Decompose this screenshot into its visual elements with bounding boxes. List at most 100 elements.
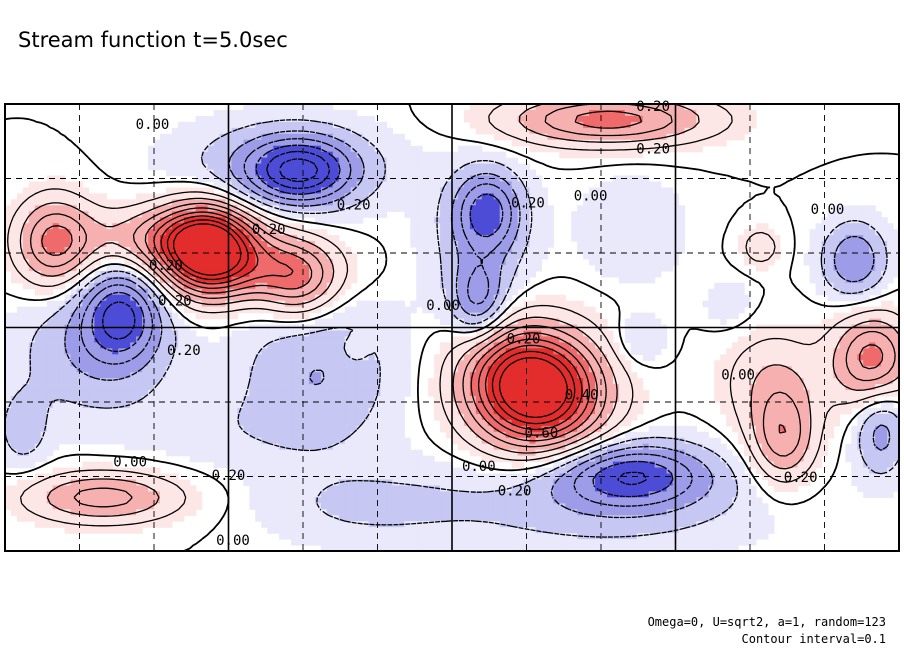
field-cell bbox=[642, 330, 650, 338]
field-cell bbox=[857, 342, 864, 349]
field-cell bbox=[183, 366, 191, 373]
field-cell bbox=[875, 378, 882, 385]
field-cell bbox=[529, 253, 537, 260]
field-cell bbox=[875, 235, 882, 242]
field-cell bbox=[332, 163, 340, 171]
field-cell bbox=[845, 372, 852, 379]
field-cell bbox=[189, 223, 197, 230]
field-cell bbox=[40, 318, 48, 326]
field-cell bbox=[297, 169, 304, 177]
field-cell bbox=[82, 312, 90, 320]
field-cell bbox=[291, 312, 298, 320]
field-cell bbox=[70, 372, 78, 379]
field-cell bbox=[845, 342, 852, 349]
field-cell bbox=[457, 157, 465, 165]
field-cell bbox=[100, 253, 107, 260]
field-cell bbox=[648, 104, 656, 111]
field-cell bbox=[231, 288, 239, 296]
field-cell bbox=[136, 300, 143, 308]
field-cell bbox=[201, 247, 209, 254]
field-cell bbox=[261, 109, 268, 117]
field-cell bbox=[195, 163, 203, 171]
field-cell bbox=[767, 336, 775, 343]
field-cell bbox=[678, 241, 686, 248]
field-cell bbox=[583, 342, 590, 349]
field-cell bbox=[583, 151, 590, 159]
field-cell bbox=[821, 253, 829, 260]
field-cell bbox=[481, 241, 489, 248]
field-cell bbox=[738, 241, 745, 248]
field-cell bbox=[338, 264, 346, 272]
field-cell bbox=[195, 294, 203, 302]
field-cell bbox=[529, 390, 537, 397]
field-cell bbox=[213, 151, 221, 159]
field-cell bbox=[10, 336, 18, 343]
field-cell bbox=[857, 318, 864, 326]
field-cell bbox=[76, 306, 84, 314]
field-cell bbox=[398, 193, 405, 200]
field-cell bbox=[136, 229, 143, 236]
field-cell bbox=[255, 348, 262, 355]
field-cell bbox=[517, 175, 525, 183]
field-cell bbox=[356, 366, 364, 373]
field-cell bbox=[279, 372, 286, 379]
field-cell bbox=[243, 205, 250, 212]
field-cell bbox=[76, 360, 84, 367]
field-cell bbox=[243, 151, 250, 159]
field-cell bbox=[34, 396, 42, 403]
field-cell bbox=[94, 372, 101, 379]
field-cell bbox=[636, 318, 644, 326]
field-cell bbox=[261, 241, 268, 248]
field-cell bbox=[606, 360, 614, 367]
field-cell bbox=[595, 199, 602, 206]
field-cell bbox=[416, 223, 423, 230]
field-cell bbox=[291, 264, 298, 272]
field-cell bbox=[559, 115, 566, 123]
field-cell bbox=[356, 169, 364, 177]
field-cell bbox=[505, 109, 513, 117]
field-cell bbox=[189, 193, 197, 200]
field-cell bbox=[666, 235, 674, 242]
field-cell bbox=[380, 336, 388, 343]
field-cell bbox=[380, 199, 388, 206]
field-cell bbox=[332, 318, 340, 326]
field-cell bbox=[589, 187, 596, 194]
field-cell bbox=[183, 336, 191, 343]
field-cell bbox=[732, 121, 739, 129]
field-cell bbox=[452, 175, 459, 183]
field-cell bbox=[344, 330, 352, 338]
field-cell bbox=[690, 133, 697, 141]
field-cell bbox=[475, 288, 483, 296]
field-cell bbox=[469, 163, 477, 171]
field-cell bbox=[732, 354, 739, 361]
field-cell bbox=[511, 348, 519, 355]
field-cell bbox=[22, 199, 30, 206]
field-cell bbox=[291, 193, 298, 200]
field-cell bbox=[559, 139, 566, 147]
field-cell bbox=[446, 229, 453, 236]
field-cell bbox=[654, 199, 662, 206]
field-cell bbox=[350, 127, 358, 135]
field-cell bbox=[577, 348, 584, 355]
field-cell bbox=[171, 169, 179, 177]
field-cell bbox=[660, 187, 668, 194]
field-cell bbox=[148, 366, 155, 373]
field-cell bbox=[827, 336, 835, 343]
field-cell bbox=[159, 145, 167, 153]
field-cell bbox=[136, 235, 143, 242]
field-cell bbox=[755, 354, 763, 361]
field-cell bbox=[422, 169, 429, 177]
field-cell bbox=[618, 360, 626, 367]
field-cell bbox=[851, 372, 858, 379]
field-cell bbox=[142, 384, 149, 391]
field-cell bbox=[457, 366, 465, 373]
field-cell bbox=[58, 354, 66, 361]
field-cell bbox=[535, 187, 542, 194]
field-cell bbox=[326, 318, 334, 326]
field-cell bbox=[386, 372, 393, 379]
field-cell bbox=[714, 109, 721, 117]
field-cell bbox=[207, 157, 215, 165]
field-cell bbox=[118, 294, 125, 302]
field-cell bbox=[589, 139, 596, 147]
field-cell bbox=[505, 330, 513, 338]
